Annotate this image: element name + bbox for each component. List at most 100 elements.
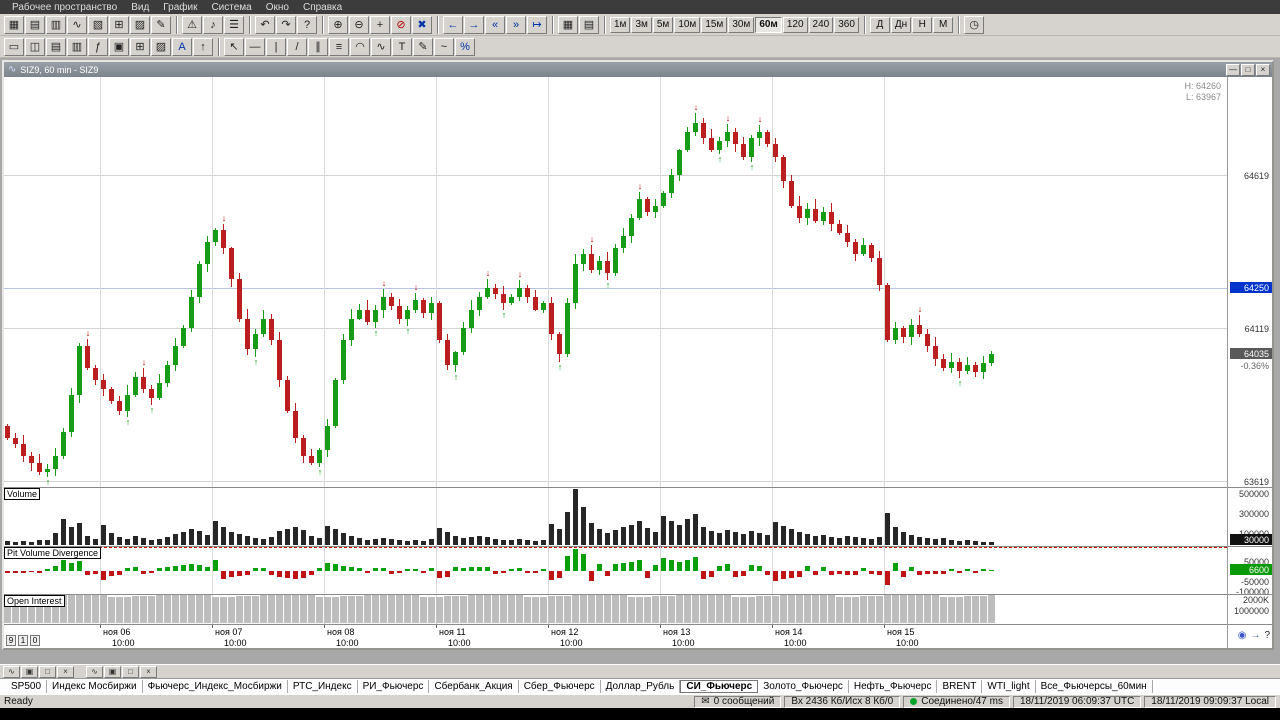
channel-tool-icon[interactable]: ∥: [308, 37, 328, 56]
chart-icon[interactable]: ∿: [67, 15, 87, 34]
disable-icon[interactable]: ⊘: [391, 15, 411, 34]
workspace-tab-Все_Фьючерсы_60мин[interactable]: Все_Фьючерсы_60мин: [1036, 680, 1153, 693]
clock-icon[interactable]: ◷: [964, 15, 985, 34]
fast-right-icon[interactable]: »: [506, 15, 526, 34]
timeframe-5м[interactable]: 5м: [652, 16, 674, 33]
text-tool-icon[interactable]: T: [392, 37, 412, 56]
bar-spacing-button[interactable]: 9: [6, 635, 16, 646]
price-axis[interactable]: 64619 64119 63619 64250 64035 -0.36%: [1228, 77, 1272, 487]
maximize-button[interactable]: □: [1241, 63, 1255, 76]
divergence-panel[interactable]: Pit Volume Divergence: [4, 546, 1227, 594]
volume-axis[interactable]: 50000030000010000030000: [1228, 487, 1272, 546]
divergence-axis[interactable]: 50000 -50000 -100000 6600: [1228, 546, 1272, 597]
go-to-end-icon[interactable]: ↦: [527, 15, 547, 34]
workspace-tab-Доллар_Рубль[interactable]: Доллар_Рубль: [601, 680, 681, 693]
timeframe-30м[interactable]: 30м: [728, 16, 755, 33]
workspace-tab-SP500[interactable]: SP500: [6, 680, 48, 693]
minimized-chart-icon[interactable]: ∿: [3, 665, 20, 678]
horizontal-line-tool-icon[interactable]: —: [245, 37, 265, 56]
log-icon[interactable]: ☰: [224, 15, 244, 34]
save-icon[interactable]: ▥: [46, 15, 66, 34]
bar-spacing-button[interactable]: 1: [18, 635, 28, 646]
timeframe-120[interactable]: 120: [782, 16, 808, 33]
menu-рабочее-пространство[interactable]: Рабочее пространство: [12, 1, 118, 13]
window-close-button[interactable]: ×: [140, 665, 157, 678]
print-chart-icon[interactable]: ⊞: [130, 37, 150, 56]
label-icon[interactable]: A: [172, 37, 192, 56]
menu-окно[interactable]: Окно: [265, 1, 289, 13]
timeframe-1м[interactable]: 1м: [610, 16, 631, 33]
period-Н[interactable]: Н: [912, 16, 933, 33]
pencil-tool-icon[interactable]: ✎: [413, 37, 433, 56]
zigzag-tool-icon[interactable]: ~: [434, 37, 454, 56]
period-Д[interactable]: Д: [869, 16, 890, 33]
timeframe-10м[interactable]: 10м: [674, 16, 701, 33]
volume-panel[interactable]: Volume: [4, 487, 1227, 546]
close-button[interactable]: ×: [1256, 63, 1270, 76]
window-close-button[interactable]: ×: [57, 665, 74, 678]
workspace-tab-СИ_Фьючерс[interactable]: СИ_Фьючерс: [680, 680, 759, 693]
window-restore-button[interactable]: ▣: [104, 665, 121, 678]
minimized-chart-icon[interactable]: ∿: [86, 665, 103, 678]
vertical-line-tool-icon[interactable]: |: [266, 37, 286, 56]
window-maximize-button[interactable]: □: [39, 665, 56, 678]
delete-icon[interactable]: ✖: [412, 15, 432, 34]
grid-icon[interactable]: ▦: [558, 15, 578, 34]
print-icon[interactable]: ⊞: [109, 15, 129, 34]
fibonacci-tool-icon[interactable]: ≡: [329, 37, 349, 56]
sound-icon[interactable]: ♪: [203, 15, 223, 34]
workspace-tab-Нефть_Фьючерс[interactable]: Нефть_Фьючерс: [849, 680, 938, 693]
objects-icon[interactable]: ▣: [109, 37, 129, 56]
menu-график[interactable]: График: [163, 1, 198, 13]
zoom-in-icon[interactable]: ⊕: [328, 15, 348, 34]
workspace-tab-BRENT[interactable]: BRENT: [937, 680, 983, 693]
undo-icon[interactable]: ↶: [255, 15, 275, 34]
chart-window-titlebar[interactable]: ∿ SIZ9, 60 min - SIZ9 — □ ×: [4, 62, 1272, 77]
scroll-left-icon[interactable]: ←: [443, 15, 463, 34]
alarm-icon[interactable]: ⚠: [182, 15, 202, 34]
timeframe-15м[interactable]: 15м: [701, 16, 728, 33]
scroll-right-icon[interactable]: →: [464, 15, 484, 34]
workspace-tab-РТС_Индекс[interactable]: РТС_Индекс: [288, 680, 358, 693]
workspace-tab-Фьючерс_Индекс_Мосбиржи[interactable]: Фьючерс_Индекс_Мосбиржи: [143, 680, 288, 693]
chart-help-icon[interactable]: ?: [1264, 630, 1270, 641]
timeframe-60м[interactable]: 60м: [755, 16, 782, 33]
menu-система[interactable]: Система: [211, 1, 252, 13]
page-setup-icon[interactable]: ▨: [130, 15, 150, 34]
arc-tool-icon[interactable]: ◠: [350, 37, 370, 56]
workspace-tab-Индекс Мосбиржи[interactable]: Индекс Мосбиржи: [47, 680, 143, 693]
timeframe-360[interactable]: 360: [834, 16, 859, 33]
timeframe-240[interactable]: 240: [808, 16, 834, 33]
workspace-tab-WTI_light[interactable]: WTI_light: [982, 680, 1036, 693]
workspace-icon[interactable]: ▦: [4, 15, 24, 34]
bar-spacing-button[interactable]: 0: [30, 635, 40, 646]
timeframe-3м[interactable]: 3м: [631, 16, 652, 33]
quote-table-icon[interactable]: ▧: [88, 15, 108, 34]
wave-tool-icon[interactable]: ∿: [371, 37, 391, 56]
tile-icon[interactable]: ◫: [25, 37, 45, 56]
layout-icon[interactable]: ▥: [67, 37, 87, 56]
period-Дн[interactable]: Дн: [890, 16, 912, 33]
zoom-out-icon[interactable]: ⊖: [349, 15, 369, 34]
window-restore-button[interactable]: ▣: [21, 665, 38, 678]
menu-вид[interactable]: Вид: [131, 1, 150, 13]
link-icon[interactable]: ◉: [1237, 630, 1247, 641]
price-panel[interactable]: H: 64260 L: 63967 ↑ ↓ ↑ ↓ ↑ ↓ ↑ ↑ ↑ ↓ ↑ ↓ ↑ ↓ ↑ ↓ ↑ ↓ ↑ ↓ ↓ ↑…: [4, 77, 1227, 487]
data-window-icon[interactable]: ▤: [579, 15, 599, 34]
edit-icon[interactable]: ✎: [151, 15, 171, 34]
open-interest-axis[interactable]: 2000K 1000000: [1228, 594, 1272, 624]
arrow-up-icon[interactable]: ↑: [193, 37, 213, 56]
trendline-tool-icon[interactable]: /: [287, 37, 307, 56]
workspace-tab-РИ_Фьючерс[interactable]: РИ_Фьючерс: [358, 680, 430, 693]
redo-icon[interactable]: ↷: [276, 15, 296, 34]
window-icon[interactable]: ▭: [4, 37, 24, 56]
open-icon[interactable]: ▤: [25, 15, 45, 34]
percent-tool-icon[interactable]: %: [455, 37, 475, 56]
workspace-tab-Золото_Фьючерс[interactable]: Золото_Фьючерс: [758, 680, 849, 693]
pointer-tool-icon[interactable]: ↖: [224, 37, 244, 56]
goto-last-icon[interactable]: →: [1250, 630, 1261, 641]
minimize-button[interactable]: —: [1226, 63, 1240, 76]
help-icon[interactable]: ?: [297, 15, 317, 34]
menu-справка[interactable]: Справка: [302, 1, 343, 13]
workspace-tab-Сбербанк_Акция[interactable]: Сбербанк_Акция: [429, 680, 519, 693]
